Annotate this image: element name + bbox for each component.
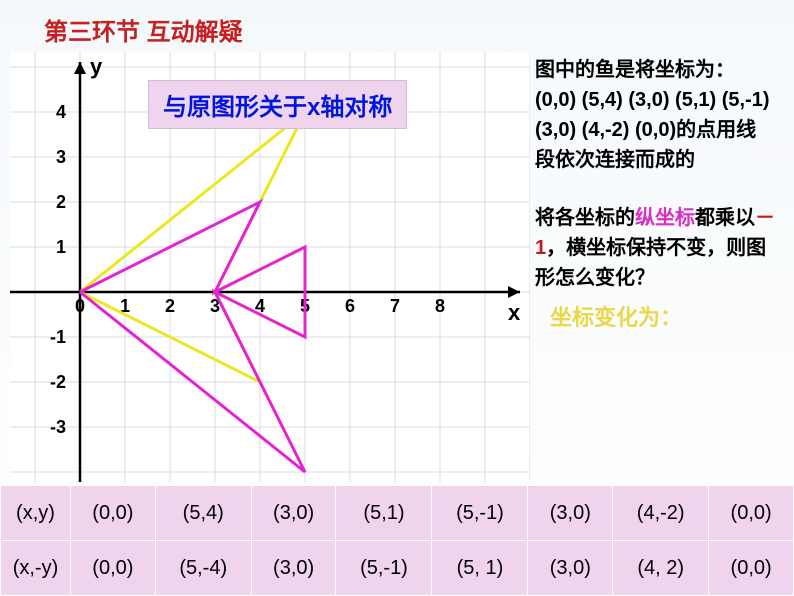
table-cell: (0,0) [709,486,794,541]
table-cell: (5,-4) [155,541,251,596]
table-cell: (0,0) [709,541,794,596]
desc2-post: ，横坐标保持不变，则图形怎么变化？ [535,237,766,289]
svg-text:3: 3 [56,147,66,167]
svg-text:0: 0 [75,296,85,316]
table-row: (x,-y) (0,0) (5,-4) (3,0) (5,-1) (5, 1) … [1,541,794,596]
description-2: 将各坐标的纵坐标都乘以－1，横坐标保持不变，则图形怎么变化？ [535,203,775,293]
chart-overlay-title: 与原图形关于x轴对称 [148,80,407,129]
svg-text:-2: -2 [50,372,66,392]
coord-change-label: 坐标变化为： [550,301,775,334]
table-cell: (5,4) [155,486,251,541]
table-cell: (5,-1) [336,541,432,596]
description-1: 图中的鱼是将坐标为：(0,0) (5,4) (3,0) (5,1) (5,-1)… [535,55,775,175]
main-area: 012345678-3-2-11234xy 与原图形关于x轴对称 图中的鱼是将坐… [0,47,794,482]
section-header: 第三环节 互动解疑 [0,0,794,47]
svg-text:4: 4 [56,102,66,122]
table-cell: (3,0) [528,486,613,541]
coordinate-table: (x,y) (0,0) (5,4) (3,0) (5,1) (5,-1) (3,… [0,485,794,596]
svg-text:-1: -1 [50,327,66,347]
desc2-mid: 都乘以 [695,207,755,229]
table-row: (x,y) (0,0) (5,4) (3,0) (5,1) (5,-1) (3,… [1,486,794,541]
desc1-part1: 图中的鱼是将坐标为： [535,59,735,81]
coord-table: (x,y) (0,0) (5,4) (3,0) (5,1) (5,-1) (3,… [0,485,794,596]
svg-text:6: 6 [345,296,355,316]
chart-container: 012345678-3-2-11234xy 与原图形关于x轴对称 [10,52,530,482]
table-cell: (3,0) [251,486,336,541]
row1-header: (x,y) [1,486,71,541]
table-cell: (3,0) [528,541,613,596]
desc2-pre: 将各坐标的 [535,207,635,229]
table-cell: (0,0) [71,486,156,541]
svg-text:8: 8 [435,296,445,316]
svg-text:y: y [90,54,103,79]
description-panel: 图中的鱼是将坐标为：(0,0) (5,4) (3,0) (5,1) (5,-1)… [530,47,785,482]
table-cell: (3,0) [251,541,336,596]
svg-text:1: 1 [56,237,66,257]
svg-text:2: 2 [56,192,66,212]
table-cell: (4, 2) [613,541,709,596]
table-cell: (5,-1) [432,486,528,541]
desc2-pink1: 纵坐标 [635,207,695,229]
table-cell: (5,1) [336,486,432,541]
svg-text:x: x [508,300,521,325]
table-cell: (4,-2) [613,486,709,541]
svg-text:2: 2 [165,296,175,316]
table-cell: (5, 1) [432,541,528,596]
svg-text:-3: -3 [50,417,66,437]
svg-text:7: 7 [390,296,400,316]
row2-header: (x,-y) [1,541,71,596]
table-cell: (0,0) [71,541,156,596]
